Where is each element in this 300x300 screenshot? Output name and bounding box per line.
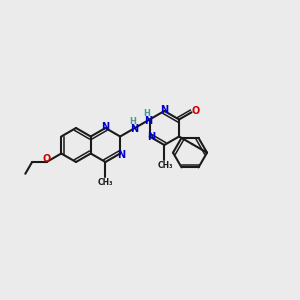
Text: O: O (43, 154, 51, 164)
Text: CH₃: CH₃ (98, 178, 113, 187)
Text: N: N (101, 122, 110, 132)
Text: O: O (191, 106, 200, 116)
Text: N: N (118, 149, 126, 160)
Text: H: H (144, 109, 151, 118)
Text: N: N (160, 105, 168, 115)
Text: N: N (145, 116, 153, 125)
Text: H: H (129, 117, 136, 126)
Text: N: N (130, 124, 138, 134)
Text: N: N (147, 133, 155, 142)
Text: CH₃: CH₃ (158, 161, 173, 170)
